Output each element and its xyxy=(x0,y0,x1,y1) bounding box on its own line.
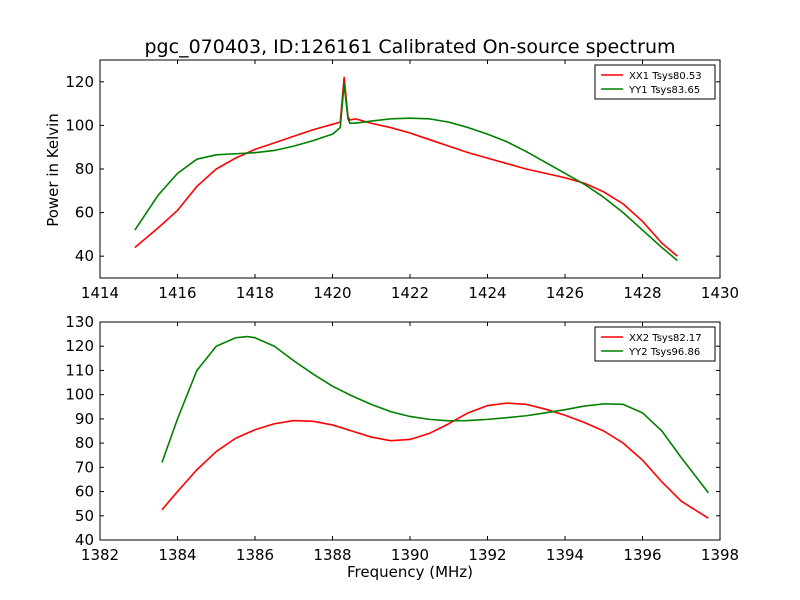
x-tick-label: 1386 xyxy=(236,546,274,564)
legend-label: XX1 Tsys80.53 xyxy=(629,71,702,82)
y-tick-label: 70 xyxy=(75,458,94,476)
series-line-xx2 xyxy=(161,402,709,519)
x-tick-label: 1394 xyxy=(546,546,584,564)
x-tick-label: 1390 xyxy=(391,546,429,564)
y-tick-label: 120 xyxy=(65,337,94,355)
chart-panel-2: 1382 1384 1386 1388 1390 1392 1394 1396 1398 40 50… xyxy=(65,313,739,564)
x-tick-label: 1430 xyxy=(701,284,739,302)
chart-panel-1: 1414 1416 1418 1420 1422 1424 1426 1428 1430 40 60… xyxy=(65,59,739,302)
y-tick-label: 40 xyxy=(75,247,94,265)
x-axis-label: Frequency (MHz) xyxy=(347,563,473,581)
y-tick-label: 40 xyxy=(75,531,94,549)
y-axis-label: Power in Kelvin xyxy=(44,113,62,227)
y-tick-label: 120 xyxy=(65,73,94,91)
legend-label: XX2 Tsys82.17 xyxy=(629,333,702,344)
legend-box xyxy=(594,326,716,362)
series-line-xx1 xyxy=(134,76,678,257)
x-tick-label: 1396 xyxy=(623,546,661,564)
series-line-yy2 xyxy=(161,335,710,494)
y-tick-label: 100 xyxy=(65,116,94,134)
x-tick-label: 1382 xyxy=(81,546,119,564)
y-tick-label: 130 xyxy=(65,313,94,331)
x-tick-label: 1384 xyxy=(158,546,196,564)
series-line-yy1 xyxy=(134,83,678,262)
y-tick-label: 110 xyxy=(65,361,94,379)
legend: XX2 Tsys82.17 YY2 Tsys96.86 xyxy=(594,326,716,362)
y-tick-label: 60 xyxy=(75,204,94,222)
legend: XX1 Tsys80.53 YY1 Tsys83.65 xyxy=(594,64,716,100)
x-tick-label: 1424 xyxy=(468,284,506,302)
x-tick-label: 1428 xyxy=(623,284,661,302)
y-tick-label: 50 xyxy=(75,507,94,525)
x-tick-label: 1414 xyxy=(81,284,119,302)
legend-label: YY2 Tsys96.86 xyxy=(628,347,700,358)
x-tick-label: 1392 xyxy=(468,546,506,564)
x-tick-label: 1418 xyxy=(236,284,274,302)
y-tick-label: 60 xyxy=(75,483,94,501)
chart-panels: 1414 1416 1418 1420 1422 1424 1426 1428 1430 40 60… xyxy=(65,59,739,564)
chart-title: pgc_070403, ID:126161 Calibrated On-sour… xyxy=(145,36,676,58)
x-tick-label: 1420 xyxy=(313,284,351,302)
x-tick-label: 1398 xyxy=(701,546,739,564)
legend-box xyxy=(594,64,716,100)
legend-label: YY1 Tsys83.65 xyxy=(628,85,700,96)
x-tick-label: 1422 xyxy=(391,284,429,302)
y-tick-label: 80 xyxy=(75,160,94,178)
x-tick-label: 1388 xyxy=(313,546,351,564)
y-tick-label: 80 xyxy=(75,434,94,452)
x-tick-label: 1416 xyxy=(158,284,196,302)
y-tick-label: 100 xyxy=(65,386,94,404)
x-tick-label: 1426 xyxy=(546,284,584,302)
y-tick-label: 90 xyxy=(75,410,94,428)
